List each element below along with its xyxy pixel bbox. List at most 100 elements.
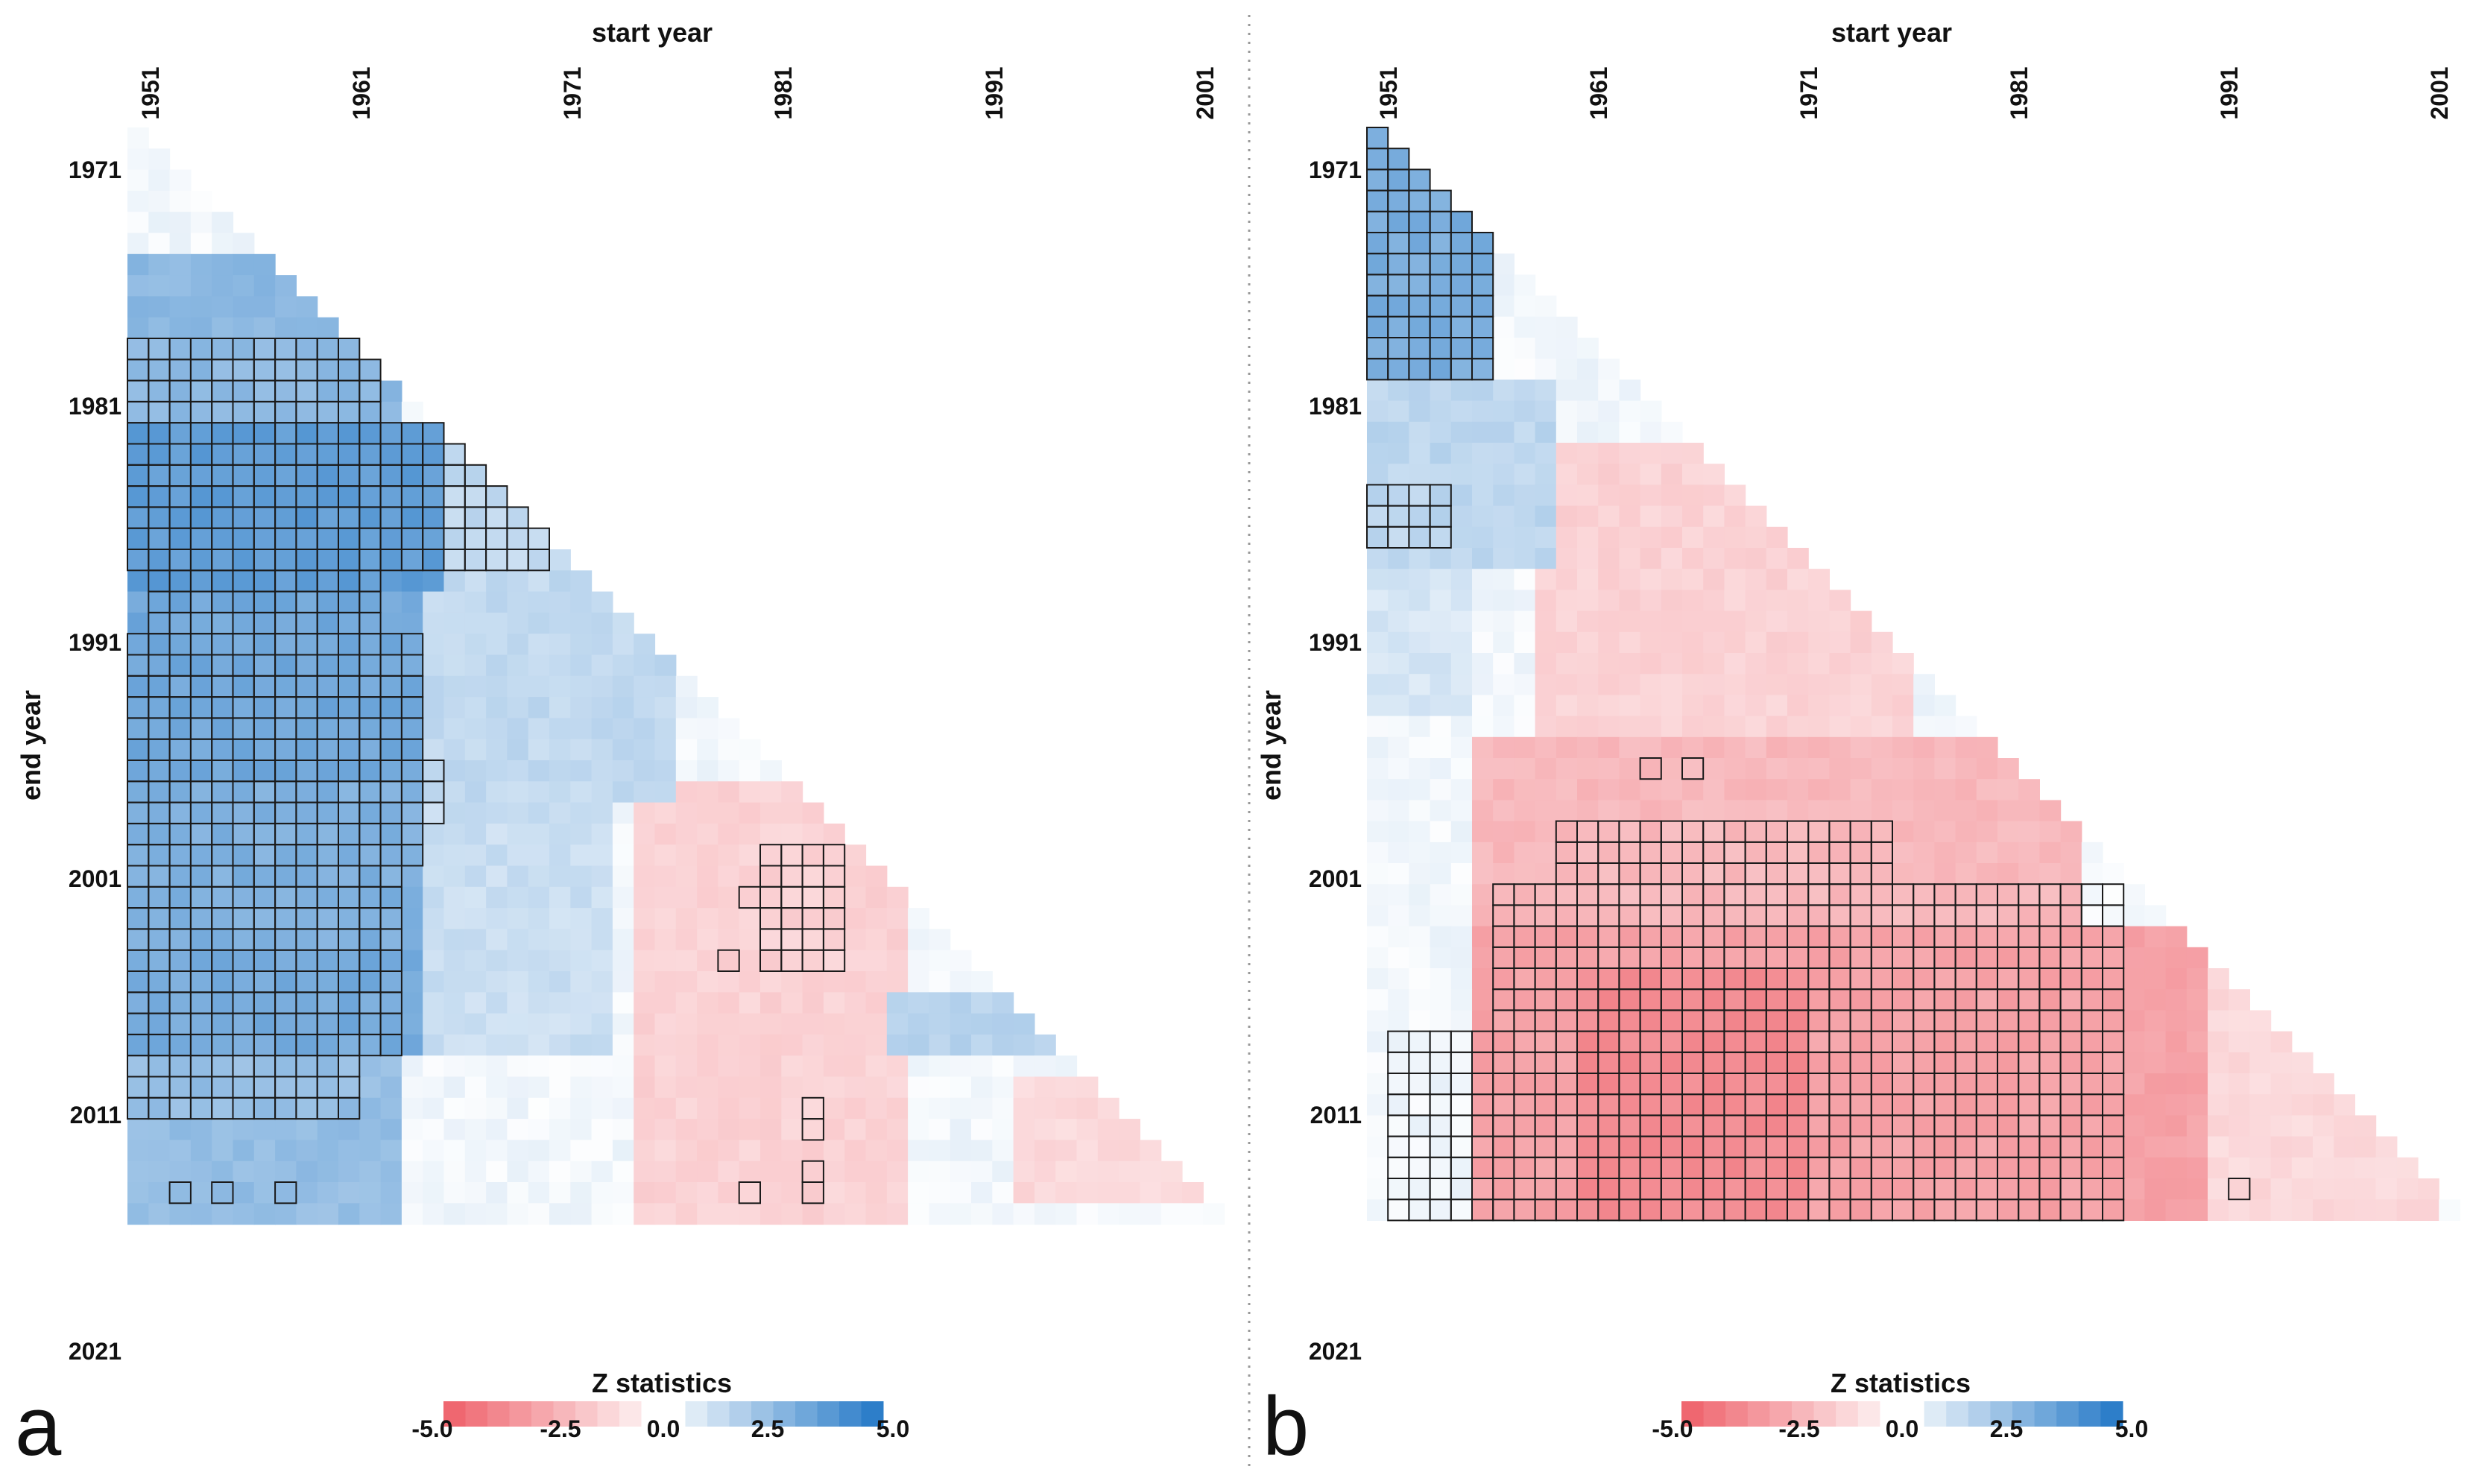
heatmap-cell <box>2018 947 2040 969</box>
heatmap-cell <box>253 802 276 824</box>
heatmap-cell <box>2103 947 2124 969</box>
heatmap-cell <box>1871 968 1893 990</box>
heatmap-cell <box>1703 842 1725 864</box>
heatmap-cell <box>2103 1094 2124 1116</box>
heatmap-cell <box>1724 863 1746 885</box>
heatmap-cell <box>1661 863 1683 885</box>
heatmap-cell <box>2039 1157 2062 1179</box>
heatmap-cell <box>591 971 613 993</box>
heatmap-cell <box>401 760 423 782</box>
heatmap-cell <box>1619 379 1641 402</box>
heatmap-cell <box>1745 1031 1767 1053</box>
heatmap-cell <box>929 1182 951 1204</box>
heatmap-cell <box>1472 968 1494 990</box>
heatmap-cell <box>443 950 466 972</box>
heatmap-cell <box>1619 842 1641 864</box>
heatmap-cell <box>317 823 339 845</box>
heatmap-cell <box>675 1034 698 1056</box>
heatmap-cell <box>233 802 255 824</box>
heatmap-cell <box>549 929 571 951</box>
heatmap-cell <box>634 760 656 782</box>
heatmap-cell <box>127 1140 149 1162</box>
heatmap-cell <box>1829 736 1851 759</box>
heatmap-cell <box>380 718 402 740</box>
heatmap-cell <box>2060 1010 2082 1032</box>
heatmap-cell <box>1577 526 1599 549</box>
heatmap-cell <box>802 992 824 1014</box>
heatmap-cell <box>1514 695 1536 717</box>
heatmap-cell <box>591 802 613 824</box>
x-tick-label: 1981 <box>2006 66 2033 119</box>
heatmap-cell <box>338 739 360 761</box>
heatmap-cell <box>253 697 276 719</box>
heatmap-cell <box>486 1013 508 1035</box>
heatmap-cell <box>1745 1136 1767 1158</box>
heatmap-cell <box>1766 1115 1788 1137</box>
heatmap-cell <box>971 1055 993 1078</box>
heatmap-cell <box>549 697 571 719</box>
heatmap-cell <box>2018 1157 2040 1179</box>
heatmap-cell <box>1556 926 1578 948</box>
heatmap-cell <box>338 1140 360 1162</box>
heatmap-cell <box>1703 631 1725 654</box>
heatmap-cell <box>1892 736 1914 759</box>
heatmap-cell <box>2229 1010 2250 1032</box>
heatmap-cell <box>212 971 234 993</box>
heatmap-cell <box>359 781 382 803</box>
heatmap-cell <box>1430 505 1452 528</box>
heatmap-cell <box>169 464 192 487</box>
heatmap-cell <box>1745 842 1767 864</box>
heatmap-cell <box>1514 400 1536 423</box>
significant-cell-outline <box>274 1181 297 1204</box>
heatmap-cell <box>380 781 402 803</box>
heatmap-cell <box>401 992 423 1014</box>
heatmap-cell <box>1829 631 1851 654</box>
heatmap-cell <box>212 1182 234 1204</box>
heatmap-cell <box>549 591 571 613</box>
heatmap-cell <box>781 992 803 1014</box>
heatmap-cell <box>2208 1136 2229 1158</box>
heatmap-cell <box>950 1161 972 1183</box>
heatmap-cell <box>169 507 192 529</box>
heatmap-cell <box>233 739 255 761</box>
heatmap-cell <box>929 950 951 972</box>
heatmap-cell <box>2144 1031 2167 1053</box>
heatmap-cell <box>212 464 234 487</box>
heatmap-cell <box>212 844 234 867</box>
heatmap-cell <box>1850 653 1872 675</box>
heatmap-cell <box>190 886 212 909</box>
heatmap-cell <box>549 570 571 593</box>
heatmap-cell <box>169 549 192 571</box>
heatmap-cell <box>212 1076 234 1099</box>
heatmap-cell <box>1556 905 1578 927</box>
heatmap-cell <box>1934 758 1956 780</box>
heatmap-cell <box>1619 821 1641 843</box>
heatmap-cell <box>464 1182 487 1204</box>
heatmap-cell <box>1493 716 1515 738</box>
heatmap-cell <box>2123 1136 2145 1158</box>
heatmap-cell <box>1409 443 1431 464</box>
heatmap-cell <box>443 1161 466 1183</box>
heatmap-cell <box>296 697 318 719</box>
heatmap-cell <box>190 1034 212 1056</box>
heatmap-cell <box>718 1055 740 1078</box>
heatmap-cell <box>739 1161 761 1183</box>
heatmap-cell <box>1450 1136 1473 1158</box>
heatmap-cell <box>1619 863 1641 885</box>
heatmap-cell <box>1661 695 1683 717</box>
heatmap-cell <box>275 802 297 824</box>
heatmap-cell <box>1076 1140 1099 1162</box>
heatmap-cell <box>275 697 297 719</box>
heatmap-cell <box>2334 1199 2355 1221</box>
heatmap-cell <box>359 760 382 782</box>
heatmap-cell <box>233 507 255 529</box>
heatmap-cell <box>148 401 171 423</box>
heatmap-cell <box>1367 233 1389 254</box>
heatmap-cell <box>1829 1115 1851 1137</box>
heatmap-cell <box>1514 443 1536 464</box>
heatmap-cell <box>1535 569 1557 590</box>
heatmap-cell <box>1997 800 2019 822</box>
heatmap-cell <box>1871 1199 1893 1221</box>
heatmap-cell <box>169 612 192 634</box>
heatmap-cell <box>1724 505 1746 528</box>
